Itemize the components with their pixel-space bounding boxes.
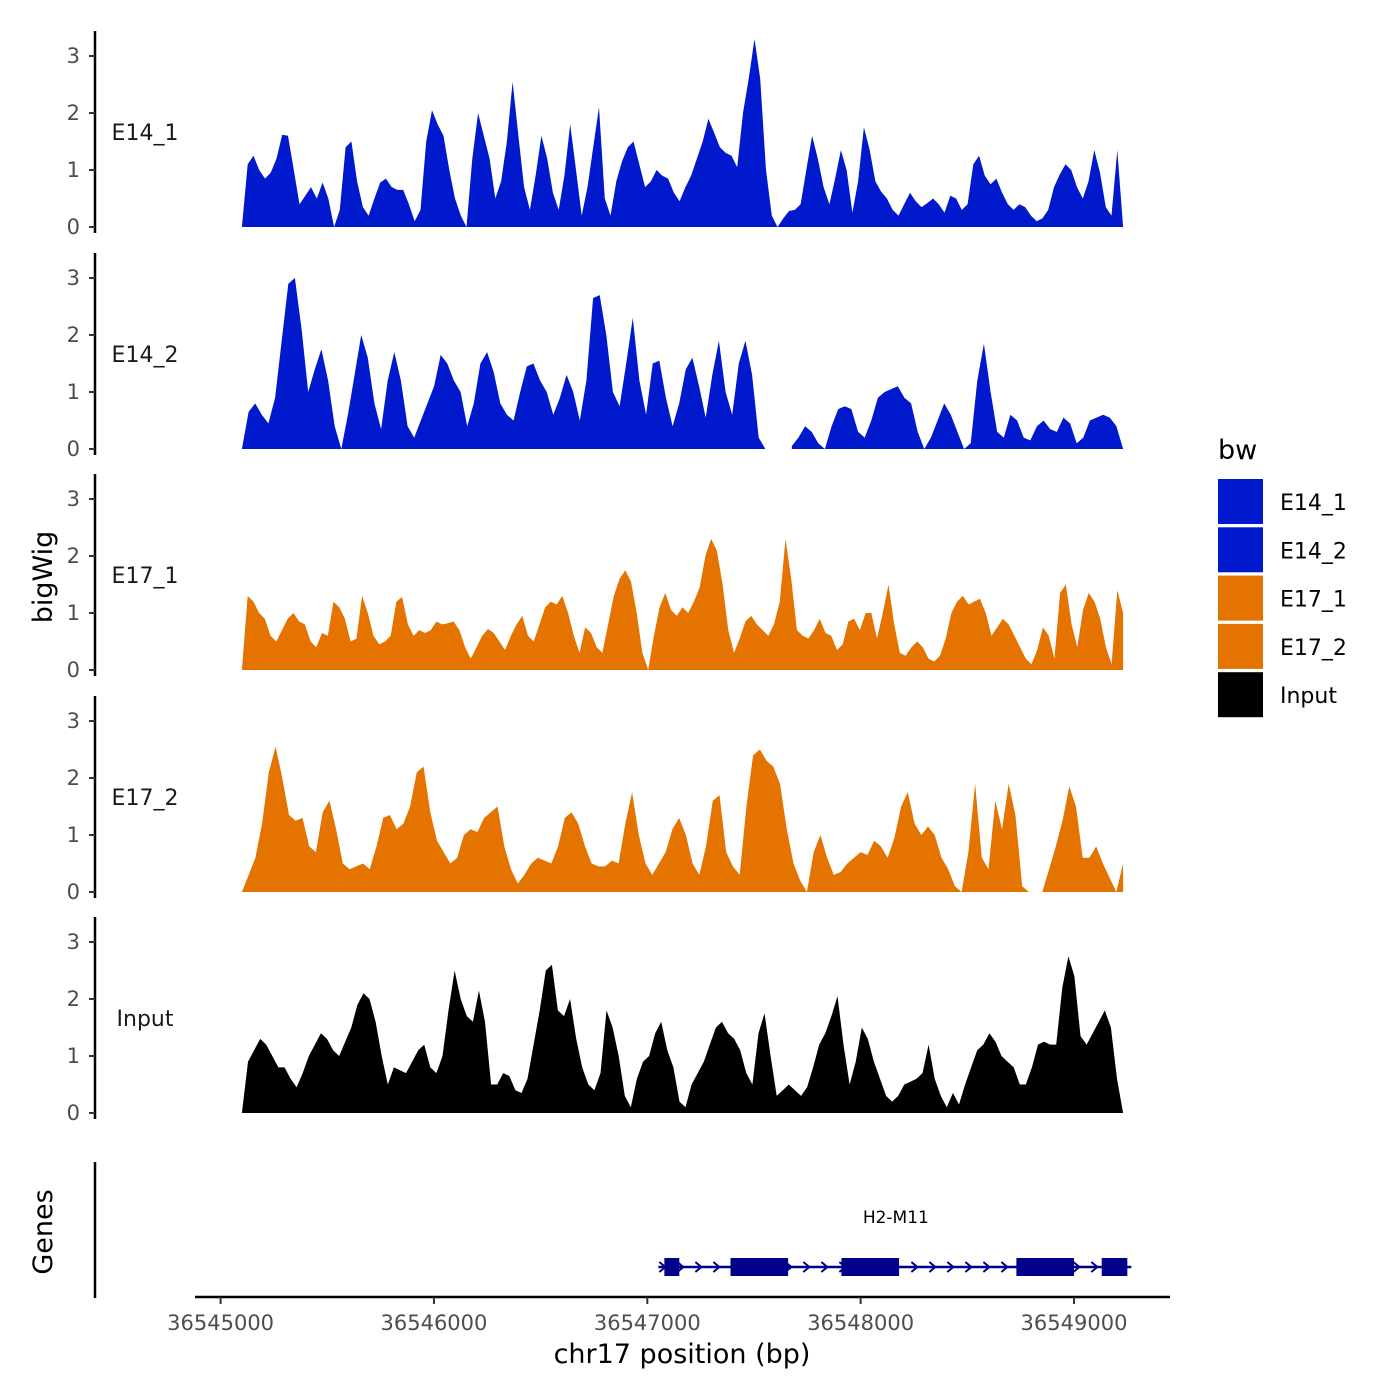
- legend-label: E17_1: [1280, 588, 1347, 613]
- y-tick-label: 1: [67, 1044, 80, 1068]
- y-tick-label: 3: [67, 709, 80, 733]
- y-tick-label: 3: [67, 266, 80, 290]
- coverage-area-E14_2: [241, 278, 766, 449]
- legend-title: bw: [1218, 435, 1257, 466]
- track-E14_2: 0 1 2 3 E14_2: [67, 253, 1124, 461]
- strand-arrow: [802, 1261, 811, 1273]
- y-tick-label: 2: [67, 544, 80, 568]
- coverage-area-E17_1: [241, 538, 1124, 670]
- x-tick-label: 36545000: [167, 1311, 274, 1335]
- legend-key-E17_1: [1218, 575, 1263, 621]
- track-label: E17_2: [112, 786, 179, 811]
- y-tick-label: 1: [67, 158, 80, 182]
- coverage-area-E14_2: [791, 343, 1124, 449]
- y-tick-label: 0: [67, 215, 80, 239]
- legend-key-E14_2: [1218, 527, 1263, 573]
- legend-label: Input: [1280, 684, 1337, 709]
- strand-arrow: [712, 1261, 721, 1273]
- y-axis-title: bigWig: [28, 531, 59, 624]
- strand-arrow: [676, 1261, 685, 1273]
- y-tick-label: 1: [67, 380, 80, 404]
- track-E17_1: 0 1 2 3 E17_1: [67, 474, 1124, 682]
- y-tick-label: 1: [67, 601, 80, 625]
- strand-arrow: [982, 1261, 991, 1273]
- coverage-area-E14_1: [241, 38, 1124, 228]
- strand-arrow: [964, 1261, 973, 1273]
- track-label: Input: [117, 1007, 174, 1032]
- gene-exon: [841, 1258, 900, 1276]
- y-tick-label: 3: [67, 930, 80, 954]
- gene-model: H2-M11: [658, 1208, 1132, 1276]
- x-axis: 36545000 36546000 36547000 36548000 36549000: [167, 1295, 1170, 1335]
- strand-arrow: [820, 1261, 829, 1273]
- y-tick-label: 2: [67, 101, 80, 125]
- strand-arrow: [1000, 1261, 1009, 1273]
- x-axis-title: chr17 position (bp): [554, 1339, 811, 1370]
- track-label: E14_1: [112, 121, 179, 146]
- gene-label: H2-M11: [863, 1208, 929, 1228]
- y-tick-label: 0: [67, 1101, 80, 1125]
- y-tick-label: 1: [67, 823, 80, 847]
- legend-label: E14_2: [1280, 539, 1347, 564]
- y-tick-label: 0: [67, 658, 80, 682]
- strand-arrow: [1090, 1261, 1099, 1273]
- coverage-tracks: 0 1 2 3 E14_1 0 1 2 3 E14_2 0 1 2 3 E17_1 0 1 2 3 E17_2 0 1 2 3…: [67, 31, 1124, 1125]
- legend-label: E17_2: [1280, 636, 1347, 661]
- y-tick-label: 2: [67, 987, 80, 1011]
- track-Input: 0 1 2 3 Input: [67, 917, 1124, 1125]
- genes-track-title: Genes: [28, 1189, 59, 1274]
- strand-arrow: [1072, 1261, 1081, 1273]
- coverage-area-Input: [241, 956, 1124, 1113]
- genes-track: Genes H2-M11: [28, 1162, 1132, 1298]
- x-tick-label: 36547000: [594, 1311, 701, 1335]
- gene-exon: [1016, 1258, 1074, 1276]
- legend-label: E14_1: [1280, 491, 1347, 516]
- strand-arrow: [928, 1261, 937, 1273]
- y-tick-label: 0: [67, 880, 80, 904]
- gene-exon: [664, 1258, 680, 1276]
- gene-exon: [730, 1258, 789, 1276]
- x-tick-label: 36546000: [381, 1311, 488, 1335]
- strand-arrow: [694, 1261, 703, 1273]
- y-tick-label: 3: [67, 44, 80, 68]
- gene-exon: [1101, 1258, 1128, 1276]
- track-label: E17_1: [112, 564, 179, 589]
- x-tick-label: 36548000: [807, 1311, 914, 1335]
- strand-arrow: [910, 1261, 919, 1273]
- track-label: E14_2: [112, 343, 179, 368]
- track-E14_1: 0 1 2 3 E14_1: [67, 31, 1124, 239]
- y-tick-label: 3: [67, 487, 80, 511]
- y-tick-label: 0: [67, 437, 80, 461]
- strand-arrow: [946, 1261, 955, 1273]
- y-tick-label: 2: [67, 323, 80, 347]
- legend-key-E17_2: [1218, 623, 1263, 669]
- legend: bw E14_1 E14_2 E17_1 E17_2 Input: [1218, 435, 1347, 718]
- coverage-area-E17_2: [1042, 786, 1124, 892]
- legend-key-E14_1: [1218, 479, 1263, 524]
- track-E17_2: 0 1 2 3 E17_2: [67, 696, 1124, 904]
- y-tick-label: 2: [67, 766, 80, 790]
- x-tick-label: 36549000: [1021, 1311, 1128, 1335]
- legend-key-Input: [1218, 672, 1263, 718]
- coverage-area-E17_2: [241, 746, 1029, 892]
